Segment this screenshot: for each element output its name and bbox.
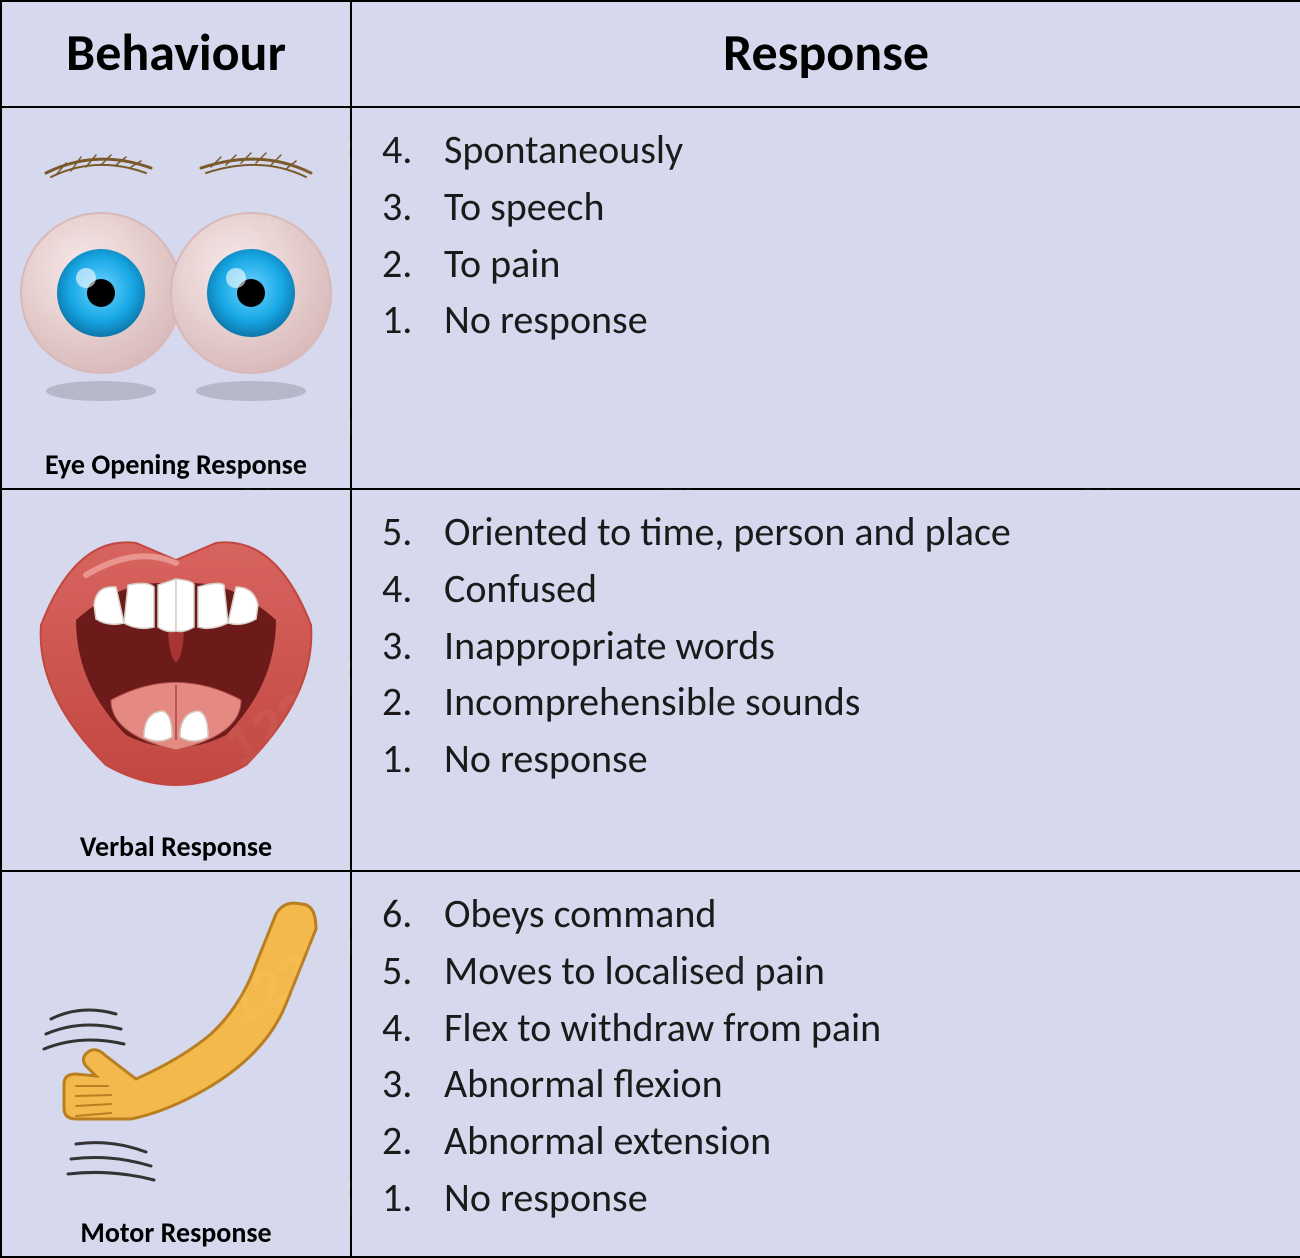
arm-icon (16, 884, 336, 1194)
header-row: Behaviour Response (1, 1, 1300, 107)
responses-eye: 4.Spontaneously 3.To speech 2.To pain 1.… (352, 108, 1300, 349)
list-item: 4.Confused (382, 561, 1300, 618)
list-item: 5.Oriented to time, person and place (382, 504, 1300, 561)
row-motor: Motor Response 6.Obeys command 5.Moves t… (1, 871, 1300, 1257)
list-item: 5.Moves to localised pain (382, 943, 1300, 1000)
list-item: 2.Abnormal extension (382, 1113, 1300, 1170)
eyes-icon (16, 133, 336, 413)
list-item: 3.To speech (382, 179, 1300, 236)
list-item: 3.Abnormal flexion (382, 1056, 1300, 1113)
list-item: 4.Spontaneously (382, 122, 1300, 179)
mouth-icon (16, 505, 336, 805)
gcs-table: Behaviour Response (0, 0, 1300, 1258)
list-item: 2.Incomprehensible sounds (382, 674, 1300, 731)
list-item: 6.Obeys command (382, 886, 1300, 943)
list-item: 4.Flex to withdraw from pain (382, 1000, 1300, 1057)
responses-motor: 6.Obeys command 5.Moves to localised pai… (352, 872, 1300, 1227)
list-item: 1.No response (382, 292, 1300, 349)
row-eye: Eye Opening Response 4.Spontaneously 3.T… (1, 107, 1300, 489)
row-verbal: Verbal Response 5.Oriented to time, pers… (1, 489, 1300, 871)
list-item: 3.Inappropriate words (382, 618, 1300, 675)
label-motor: Motor Response (2, 1215, 350, 1250)
list-item: 1.No response (382, 1170, 1300, 1227)
header-response: Response (351, 1, 1300, 107)
header-behaviour: Behaviour (1, 1, 351, 107)
responses-verbal: 5.Oriented to time, person and place 4.C… (352, 490, 1300, 788)
label-eye: Eye Opening Response (2, 447, 350, 482)
label-verbal: Verbal Response (2, 829, 350, 864)
list-item: 1.No response (382, 731, 1300, 788)
list-item: 2.To pain (382, 236, 1300, 293)
